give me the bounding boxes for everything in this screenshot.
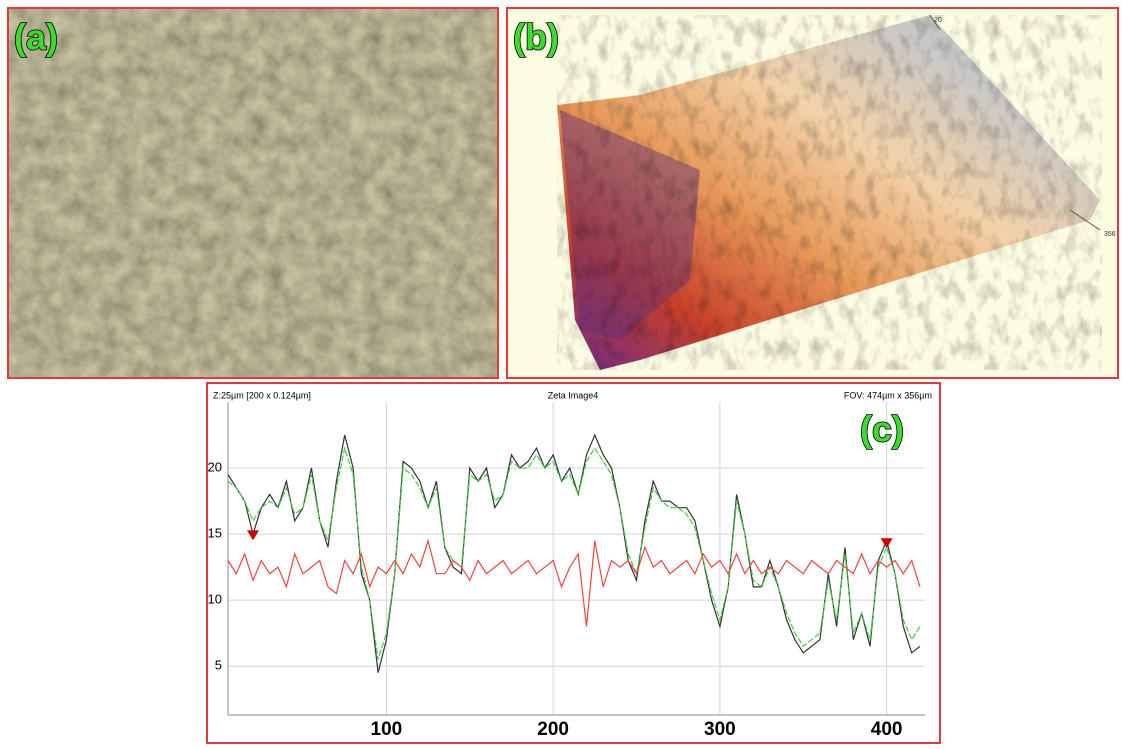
chart-title: Zeta Image4 — [548, 390, 599, 400]
y-tick-label: 15 — [208, 526, 222, 541]
x-tick-label: 100 — [371, 719, 403, 740]
micrograph-texture — [8, 8, 498, 378]
x-tick-label: 400 — [871, 719, 903, 740]
x-tick-label: 300 — [704, 719, 736, 740]
y-tick-label: 5 — [215, 658, 222, 673]
axis-label: 20 — [934, 17, 942, 24]
y-tick-label: 10 — [208, 592, 222, 607]
surface-texture — [557, 15, 1102, 370]
x-tick-label: 200 — [537, 719, 569, 740]
panel-label: (b) — [513, 17, 559, 58]
figure: (a) 20 356 (b) Z:25µm [200 x 0.124µm] Ze… — [0, 0, 1122, 744]
header-right: FOV: 474µm x 356µm — [844, 390, 932, 400]
panel-label: (a) — [14, 17, 58, 58]
y-tick-label: 20 — [208, 459, 222, 474]
header-left: Z:25µm [200 x 0.124µm] — [213, 390, 311, 400]
axis-label: 356 — [1104, 231, 1116, 238]
panel-label: (c) — [860, 409, 904, 450]
